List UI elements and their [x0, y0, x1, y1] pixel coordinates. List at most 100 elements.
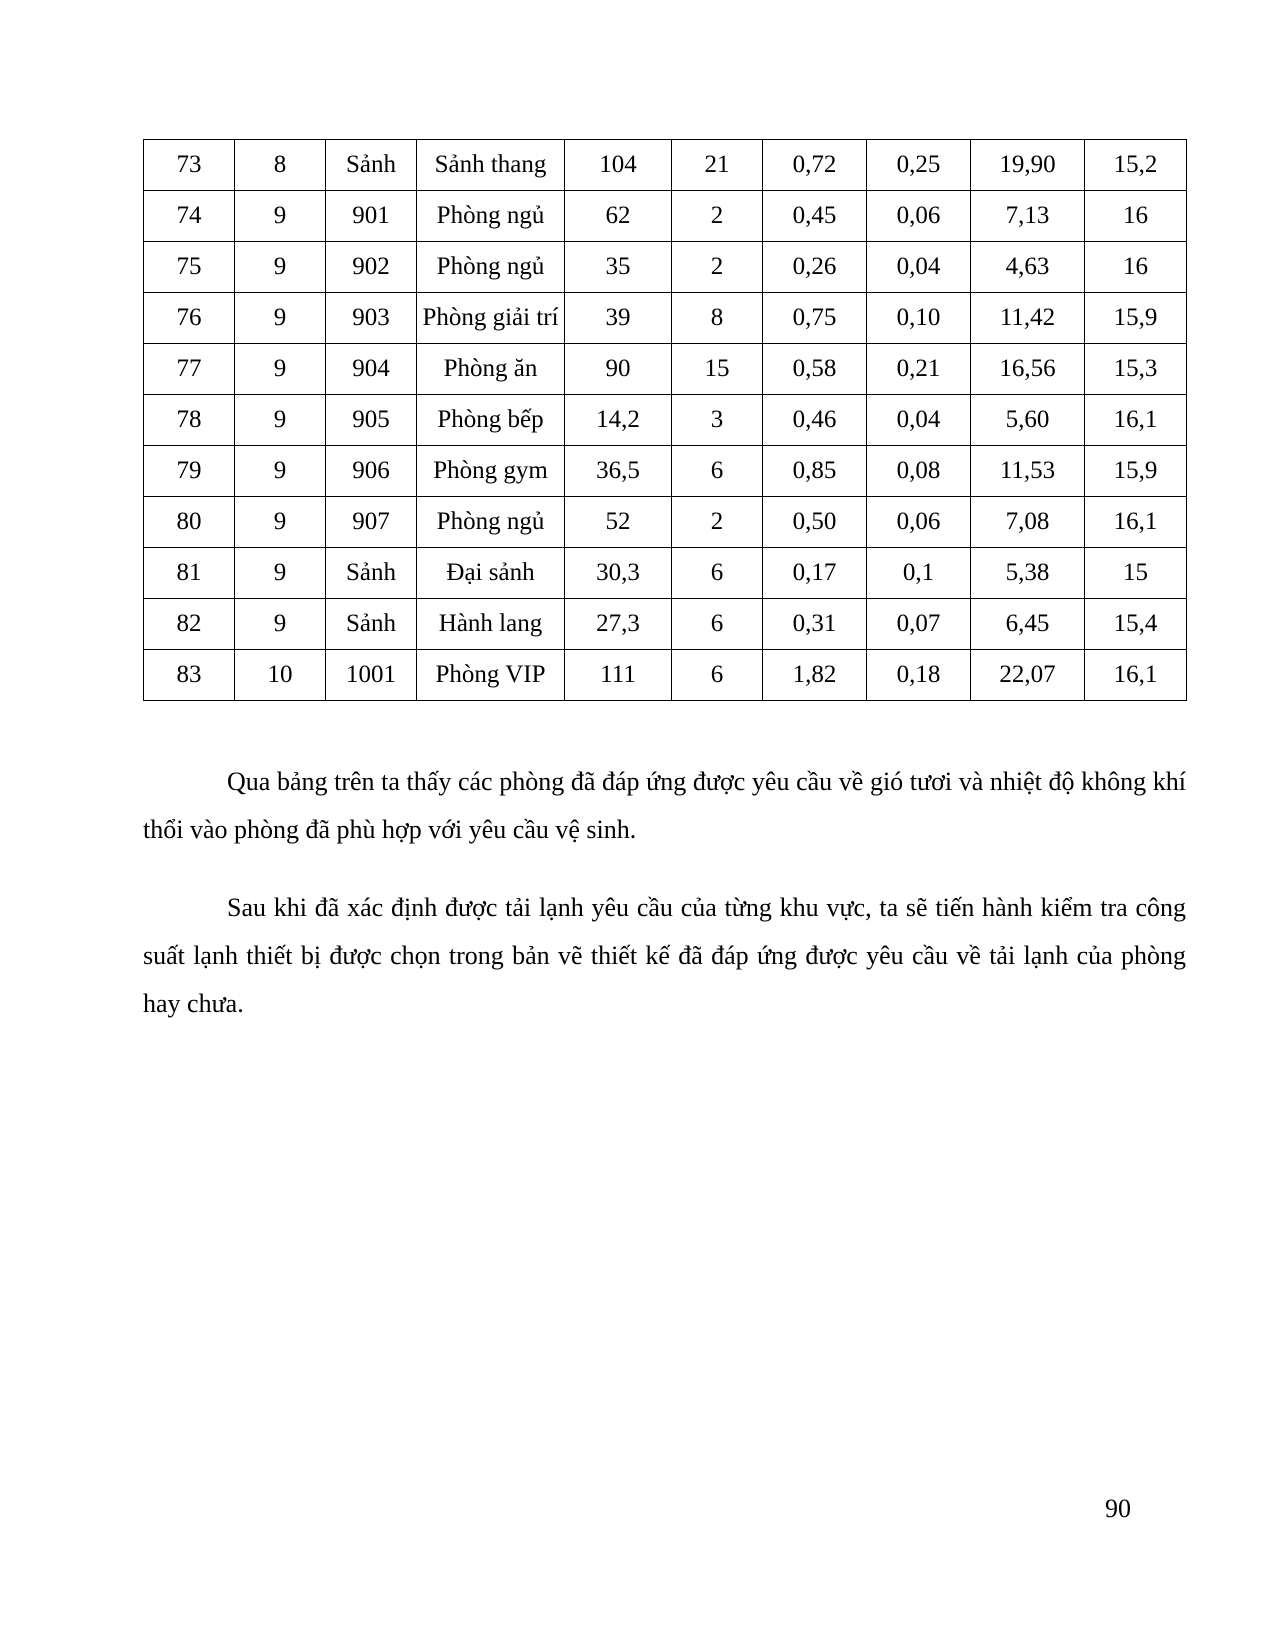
table-body: 73 8 Sảnh Sảnh thang 104 21 0,72 0,25 19,90 15,2 7…	[143, 139, 1187, 701]
table-cell-dien_tich: 90	[564, 343, 672, 395]
table-cell-gio_tuoi_2: 0,04	[866, 241, 971, 293]
table-cell-ten_phong: Phòng ăn	[416, 343, 565, 395]
table-cell-nhiet_do: 15,3	[1084, 343, 1187, 395]
table-cell-gio_tuoi_2: 0,10	[866, 292, 971, 344]
table-cell-tang: 9	[234, 394, 326, 446]
table-cell-luu_luong: 7,08	[970, 496, 1085, 548]
table-cell-luu_luong: 4,63	[970, 241, 1085, 293]
table-cell-dien_tich: 14,2	[564, 394, 672, 446]
table-row: 75 9 902 Phòng ngủ 35 2 0,26 0,04 4,63 16	[143, 241, 1187, 293]
table-cell-so_nguoi: 15	[671, 343, 763, 395]
table-cell-so_nguoi: 2	[671, 241, 763, 293]
table-cell-dien_tich: 52	[564, 496, 672, 548]
table-cell-nhiet_do: 16,1	[1084, 649, 1187, 701]
table-cell-luu_luong: 5,60	[970, 394, 1085, 446]
table-cell-stt: 75	[143, 241, 235, 293]
room-data-table-container: 73 8 Sảnh Sảnh thang 104 21 0,72 0,25 19,90 15,2 7…	[143, 139, 1187, 701]
table-cell-so_nguoi: 3	[671, 394, 763, 446]
table-cell-dien_tich: 30,3	[564, 547, 672, 599]
table-cell-ten_phong: Sảnh thang	[416, 139, 565, 191]
table-cell-nhiet_do: 15,9	[1084, 445, 1187, 497]
table-cell-tang: 9	[234, 445, 326, 497]
table-cell-phong: 907	[325, 496, 417, 548]
table-cell-luu_luong: 6,45	[970, 598, 1085, 650]
table-cell-phong: Sảnh	[325, 598, 417, 650]
table-cell-gio_tuoi_1: 0,26	[762, 241, 867, 293]
table-cell-dien_tich: 36,5	[564, 445, 672, 497]
paragraph-1: Qua bảng trên ta thấy các phòng đã đáp ứ…	[143, 767, 1186, 844]
table-cell-gio_tuoi_2: 0,04	[866, 394, 971, 446]
table-cell-stt: 83	[143, 649, 235, 701]
table-cell-stt: 73	[143, 139, 235, 191]
table-cell-luu_luong: 5,38	[970, 547, 1085, 599]
table-cell-dien_tich: 39	[564, 292, 672, 344]
table-row: 82 9 Sảnh Hành lang 27,3 6 0,31 0,07 6,45 15,4	[143, 598, 1187, 650]
table-cell-so_nguoi: 2	[671, 496, 763, 548]
table-cell-so_nguoi: 2	[671, 190, 763, 242]
table-cell-ten_phong: Phòng ngủ	[416, 190, 565, 242]
table-cell-stt: 81	[143, 547, 235, 599]
table-row: 74 9 901 Phòng ngủ 62 2 0,45 0,06 7,13 16	[143, 190, 1187, 242]
table-cell-dien_tich: 111	[564, 649, 672, 701]
table-cell-phong: 1001	[325, 649, 417, 701]
table-cell-nhiet_do: 15,4	[1084, 598, 1187, 650]
table-cell-phong: Sảnh	[325, 139, 417, 191]
table-cell-stt: 74	[143, 190, 235, 242]
table-cell-stt: 77	[143, 343, 235, 395]
table-cell-tang: 9	[234, 547, 326, 599]
table-cell-tang: 9	[234, 343, 326, 395]
table-cell-gio_tuoi_2: 0,25	[866, 139, 971, 191]
table-cell-gio_tuoi_2: 0,18	[866, 649, 971, 701]
table-cell-gio_tuoi_1: 0,46	[762, 394, 867, 446]
table-cell-gio_tuoi_1: 0,17	[762, 547, 867, 599]
table-cell-ten_phong: Phòng bếp	[416, 394, 565, 446]
table-cell-tang: 9	[234, 292, 326, 344]
table-cell-phong: Sảnh	[325, 547, 417, 599]
page-number: 90	[1105, 1494, 1131, 1523]
table-cell-gio_tuoi_1: 0,45	[762, 190, 867, 242]
table-cell-tang: 9	[234, 190, 326, 242]
table-cell-ten_phong: Phòng VIP	[416, 649, 565, 701]
table-cell-luu_luong: 16,56	[970, 343, 1085, 395]
table-cell-gio_tuoi_1: 0,31	[762, 598, 867, 650]
table-cell-gio_tuoi_1: 0,58	[762, 343, 867, 395]
table-row: 79 9 906 Phòng gym 36,5 6 0,85 0,08 11,53 15,9	[143, 445, 1187, 497]
table-cell-nhiet_do: 16,1	[1084, 394, 1187, 446]
table-cell-gio_tuoi_2: 0,1	[866, 547, 971, 599]
table-row: 83 10 1001 Phòng VIP 111 6 1,82 0,18 22,07 16,1	[143, 649, 1187, 701]
table-cell-phong: 902	[325, 241, 417, 293]
table-cell-tang: 9	[234, 241, 326, 293]
table-cell-tang: 9	[234, 496, 326, 548]
table-cell-luu_luong: 11,53	[970, 445, 1085, 497]
table-cell-nhiet_do: 15,2	[1084, 139, 1187, 191]
table-cell-luu_luong: 19,90	[970, 139, 1085, 191]
table-cell-gio_tuoi_1: 1,82	[762, 649, 867, 701]
table-cell-tang: 10	[234, 649, 326, 701]
table-row: 76 9 903 Phòng giải trí 39 8 0,75 0,10 11,42 15,9	[143, 292, 1187, 344]
table-cell-dien_tich: 35	[564, 241, 672, 293]
table-cell-so_nguoi: 6	[671, 547, 763, 599]
table-cell-ten_phong: Phòng gym	[416, 445, 565, 497]
table-cell-gio_tuoi_1: 0,85	[762, 445, 867, 497]
table-cell-ten_phong: Phòng giải trí	[416, 292, 565, 344]
table-cell-nhiet_do: 16	[1084, 190, 1187, 242]
table-cell-stt: 79	[143, 445, 235, 497]
table-cell-stt: 76	[143, 292, 235, 344]
table-cell-ten_phong: Hành lang	[416, 598, 565, 650]
table-cell-gio_tuoi_2: 0,07	[866, 598, 971, 650]
table-cell-so_nguoi: 8	[671, 292, 763, 344]
room-data-table: 73 8 Sảnh Sảnh thang 104 21 0,72 0,25 19,90 15,2 7…	[143, 139, 1187, 701]
table-cell-nhiet_do: 16	[1084, 241, 1187, 293]
table-cell-luu_luong: 7,13	[970, 190, 1085, 242]
table-cell-phong: 903	[325, 292, 417, 344]
table-cell-gio_tuoi_2: 0,06	[866, 190, 971, 242]
table-cell-gio_tuoi_2: 0,08	[866, 445, 971, 497]
table-cell-phong: 904	[325, 343, 417, 395]
table-cell-so_nguoi: 21	[671, 139, 763, 191]
table-row: 73 8 Sảnh Sảnh thang 104 21 0,72 0,25 19,90 15,2	[143, 139, 1187, 191]
table-cell-tang: 9	[234, 598, 326, 650]
table-cell-gio_tuoi_2: 0,06	[866, 496, 971, 548]
table-cell-gio_tuoi_1: 0,50	[762, 496, 867, 548]
table-cell-luu_luong: 11,42	[970, 292, 1085, 344]
